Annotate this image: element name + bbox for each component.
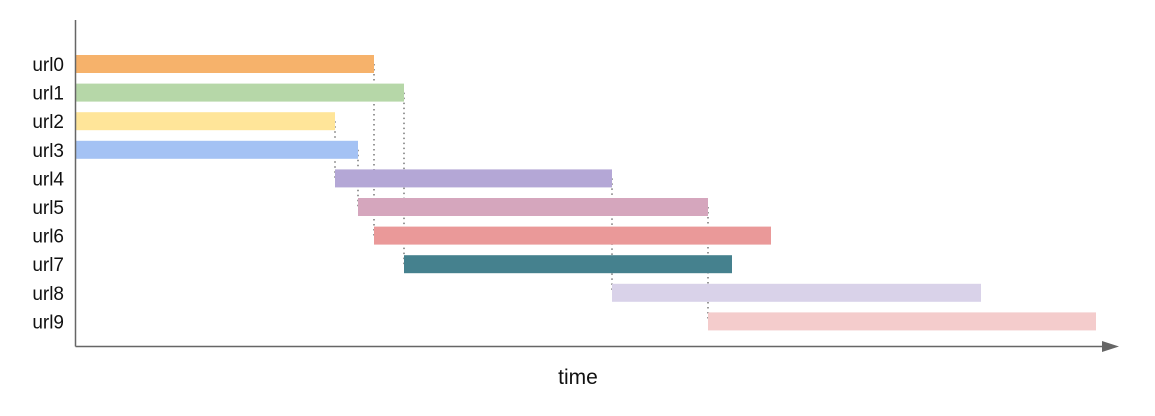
row-label-url6: url6: [32, 227, 64, 248]
row-label-url2: url2: [32, 112, 64, 133]
bar-url5: [358, 198, 708, 216]
row-label-url4: url4: [32, 169, 64, 190]
x-axis-title: time: [558, 366, 598, 389]
axes: [74, 20, 1119, 352]
row-label-url7: url7: [32, 255, 64, 276]
timeline-bars: [76, 55, 1096, 331]
bar-url9: [708, 312, 1096, 331]
row-label-url5: url5: [32, 198, 64, 219]
row-label-url3: url3: [32, 141, 64, 162]
bar-url7: [404, 255, 732, 274]
x-axis-arrowhead: [1102, 341, 1119, 352]
bar-url3: [76, 140, 358, 159]
bar-url1: [76, 83, 404, 102]
row-label-url0: url0: [32, 55, 64, 76]
bar-url6: [374, 226, 771, 245]
row-label-url1: url1: [32, 84, 64, 105]
dependency-connectors: [334, 64, 709, 322]
bar-url8: [612, 283, 981, 302]
row-label-url8: url8: [32, 284, 64, 305]
row-label-url9: url9: [32, 312, 64, 333]
bar-url4: [335, 169, 612, 188]
bar-url2: [76, 112, 335, 131]
bar-url0: [76, 55, 374, 73]
row-labels: url0 url1 url2 url3 url4 url5 url6 url7 url8 url9: [32, 55, 64, 333]
